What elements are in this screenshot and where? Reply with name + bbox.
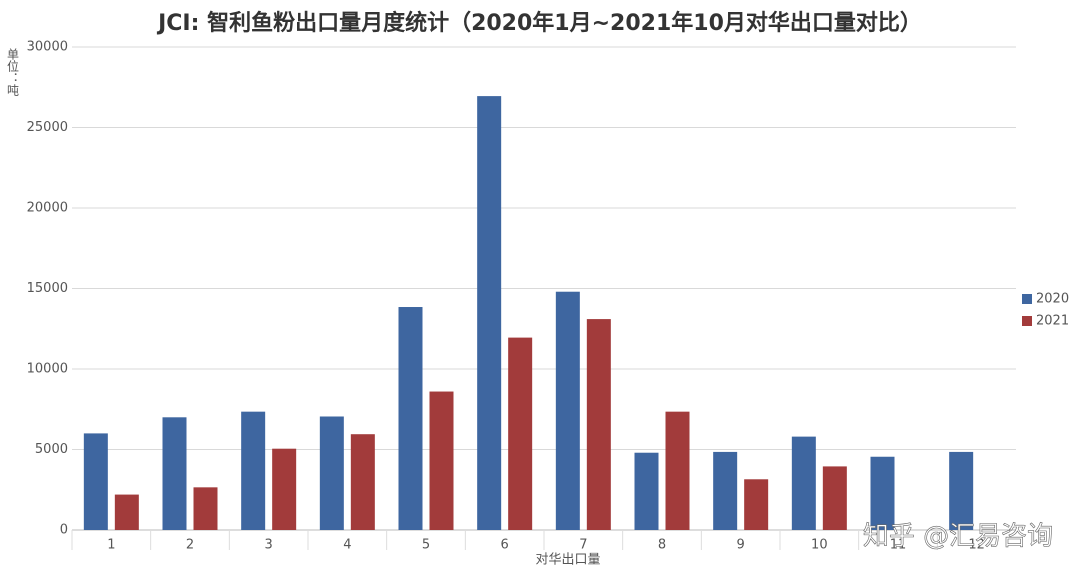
y-tick-label: 5000	[35, 442, 68, 457]
bar	[634, 452, 659, 530]
x-tick-label: 9	[737, 538, 745, 553]
legend-label: 2020	[1036, 292, 1069, 307]
bar	[272, 448, 297, 530]
bar	[555, 291, 580, 530]
chart-title: JCI: 智利鱼粉出口量月度统计（2020年1月~2021年10月对华出口量对比…	[156, 10, 922, 36]
x-axis-label: 对华出口量	[535, 553, 600, 568]
bar	[350, 434, 375, 530]
bar	[241, 411, 266, 530]
x-tick-label: 7	[579, 538, 587, 553]
legend-swatch	[1022, 316, 1032, 326]
x-tick-label: 1	[107, 538, 115, 553]
bar	[429, 391, 454, 530]
bar	[822, 466, 847, 530]
bar	[114, 494, 139, 530]
bar	[162, 417, 187, 530]
y-tick-label: 10000	[27, 362, 68, 377]
y-tick-label: 15000	[27, 281, 68, 296]
bar	[508, 337, 533, 530]
x-tick-label: 11	[890, 538, 907, 553]
y-tick-label: 25000	[27, 120, 68, 135]
x-tick-label: 12	[968, 538, 985, 553]
y-axis-label: 单位：吨	[6, 48, 20, 96]
bar	[83, 433, 108, 530]
x-tick-label: 6	[501, 538, 509, 553]
x-tick-label: 3	[265, 538, 273, 553]
bar	[477, 96, 502, 530]
x-tick-label: 5	[422, 538, 430, 553]
bar	[713, 451, 738, 530]
bar	[949, 451, 974, 530]
x-tick-label: 8	[658, 538, 666, 553]
bar	[193, 487, 218, 530]
bar	[665, 411, 690, 530]
bar	[319, 416, 344, 530]
legend-label: 2021	[1036, 314, 1069, 329]
x-tick-label: 10	[811, 538, 828, 553]
bar	[744, 479, 769, 530]
legend-swatch	[1022, 294, 1032, 304]
watermark: 知乎 @汇易咨询	[863, 522, 1053, 552]
x-tick-label: 4	[343, 538, 351, 553]
bar	[870, 456, 895, 530]
bar	[586, 319, 611, 530]
bar	[791, 436, 816, 530]
bar	[398, 307, 423, 530]
y-tick-label: 20000	[27, 201, 68, 216]
x-tick-label: 2	[186, 538, 194, 553]
y-tick-label: 0	[60, 523, 68, 538]
y-tick-label: 30000	[27, 40, 68, 55]
